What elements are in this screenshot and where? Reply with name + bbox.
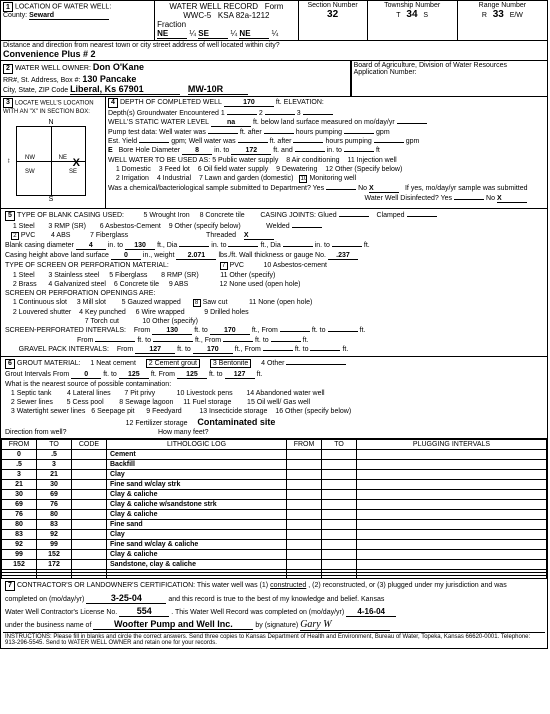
section7: 7 CONTRACTOR'S OR LANDOWNER'S CERTIFICAT… xyxy=(1,579,547,648)
bore1: 8 xyxy=(182,147,212,155)
board-lbl: Board of Agriculture, Division of Water … xyxy=(354,62,507,69)
sec-lbl: Section Number xyxy=(307,2,357,9)
app-lbl: Application Number: xyxy=(354,69,417,76)
section-box: NS↕ NWNESWSE X xyxy=(16,126,86,196)
county-lbl: County: xyxy=(3,12,27,19)
header-row: 1 LOCATION OF WATER WELL: County: Seward… xyxy=(1,1,547,41)
frac1: NE xyxy=(157,29,187,39)
sec2-label: WATER WELL OWNER: xyxy=(15,65,91,72)
section5: 5 TYPE OF BLANK CASING USED: 5 Wrought I… xyxy=(1,209,547,357)
dist-lbl: Distance and direction from nearest town… xyxy=(3,42,280,49)
twp-val: 34 xyxy=(406,9,417,20)
log-row: 21 30 Fine sand w/clay strk xyxy=(2,479,547,489)
log-row: 69 76 Clay & caliche w/sandstone strk xyxy=(2,499,547,509)
sec7-num: 7 xyxy=(5,581,15,591)
sec3-4-row: 3 LOCATE WELL'S LOCATION WITH AN "X" IN … xyxy=(1,97,547,209)
bore2: 172 xyxy=(231,147,271,155)
log-row: 83 92 Clay xyxy=(2,529,547,539)
twp-lbl: Township Number xyxy=(384,2,440,9)
sec5-num: 5 xyxy=(5,211,15,221)
dist-val: Convenience Plus # 2 xyxy=(3,49,96,59)
sec-val: 32 xyxy=(327,9,338,20)
county-val: Seward xyxy=(29,12,109,20)
completed-date: 3-25-04 xyxy=(86,593,166,604)
owner-row: 2 WATER WELL OWNER: Don O'Kane RR#, St. … xyxy=(1,61,547,97)
distance-row: Distance and direction from nearest town… xyxy=(1,41,547,61)
addr-lbl: RR#, St. Address, Box #: xyxy=(3,77,80,84)
log-row: 99 152 Clay & caliche xyxy=(2,549,547,559)
business-name: Woofter Pump and Well Inc. xyxy=(93,619,253,630)
log-row: 76 80 Clay & caliche xyxy=(2,509,547,519)
fraction-lbl: Fraction xyxy=(157,20,186,29)
city-val: Liberal, Ks 67901 xyxy=(70,84,180,95)
license-no: 554 xyxy=(119,606,169,617)
log-row: 92 99 Fine sand w/clay & caliche xyxy=(2,539,547,549)
sec4-num: 4 xyxy=(108,98,118,108)
monitoring-check: 10 xyxy=(299,175,307,183)
form-page: 1 LOCATION OF WATER WELL: County: Seward… xyxy=(0,0,548,649)
record-date: 4-16-04 xyxy=(346,607,396,617)
sec6-num: 6 xyxy=(5,359,15,369)
owner-val: Don O'Kane xyxy=(93,62,144,72)
log-row: 0 .5 Cement xyxy=(2,449,547,459)
log-row: 152 172 Sandstone, clay & caliche xyxy=(2,559,547,569)
sec3-label: LOCATE WELL'S LOCATION WITH AN "X" IN SE… xyxy=(3,100,94,115)
addr-val: 130 Pancake xyxy=(82,74,136,84)
form-title: WATER WELL RECORD xyxy=(169,2,258,11)
log-row: 80 83 Fine sand xyxy=(2,519,547,529)
rng-lbl: Range Number xyxy=(479,2,526,9)
sec3-num: 3 xyxy=(3,98,13,108)
sec1-num: 1 xyxy=(3,2,13,12)
rng-val: 33 xyxy=(493,9,504,20)
swl-val: na xyxy=(211,119,251,127)
frac3: NE xyxy=(239,29,269,39)
depth-val: 170 xyxy=(224,99,274,107)
frac2: SE xyxy=(198,29,228,39)
sec2-num: 2 xyxy=(3,64,13,74)
well-id: MW-10R xyxy=(188,84,248,95)
signature: Gary W xyxy=(300,619,390,631)
city-lbl: City, State, ZIP Code xyxy=(3,87,68,94)
sec1-label: LOCATION OF WATER WELL: xyxy=(15,4,111,11)
section6: 6 GROUT MATERIAL: 1 Neat cement 2 Cement… xyxy=(1,357,547,439)
log-row: .5 3 Backfill xyxy=(2,459,547,469)
log-row: 3 21 Clay xyxy=(2,469,547,479)
sec4-label: DEPTH OF COMPLETED WELL xyxy=(120,99,222,106)
log-row: 30 69 Clay & caliche xyxy=(2,489,547,499)
form-ksa: KSA 82a-1212 xyxy=(218,11,270,20)
lithologic-log-table: FROM TO CODE LITHOLOGIC LOG FROM TO PLUG… xyxy=(1,439,547,579)
